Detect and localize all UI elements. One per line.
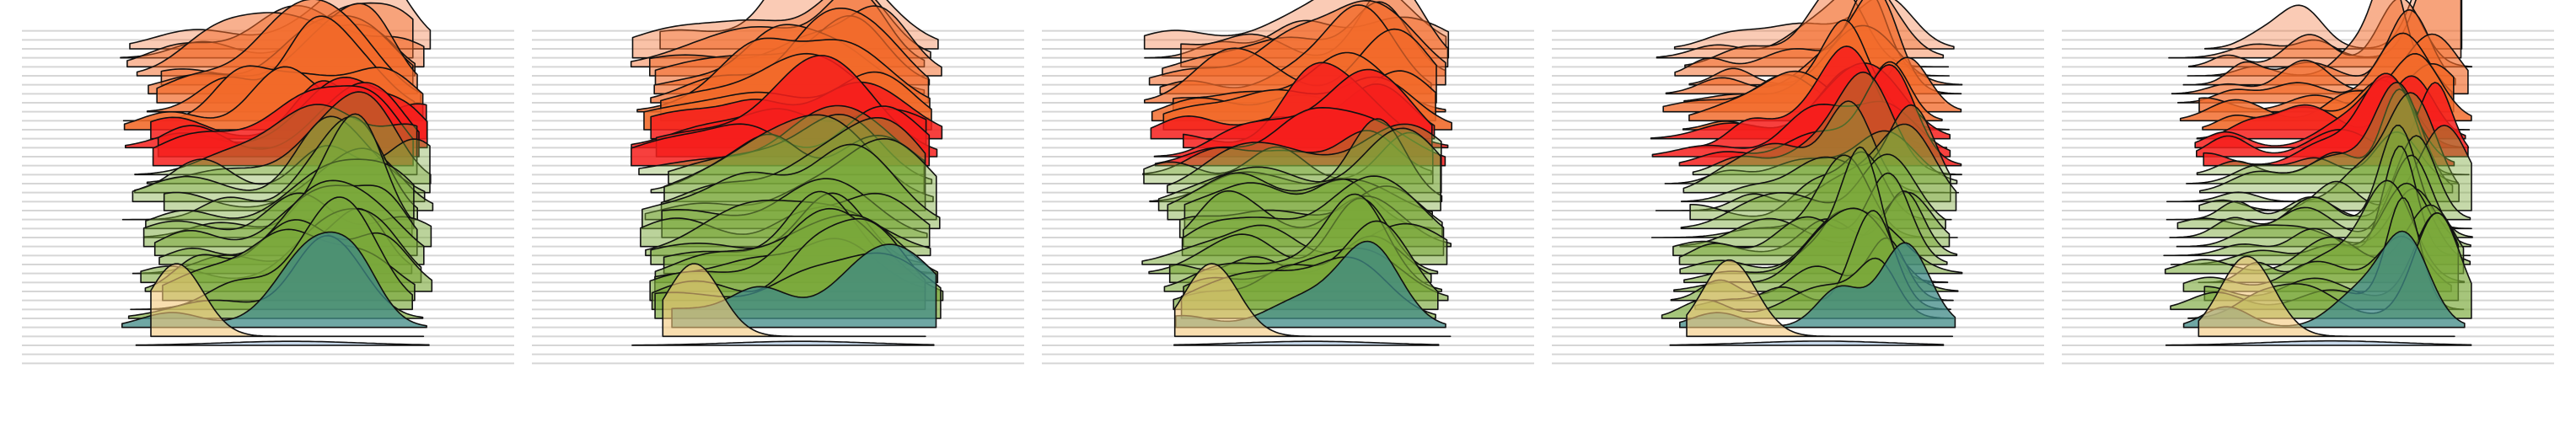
ridge-green <box>660 117 926 211</box>
ridgeline-panels <box>22 0 2554 365</box>
ridge-sand <box>1173 263 1452 338</box>
ridge-red <box>152 85 414 167</box>
panel-4 <box>1552 0 2044 365</box>
ridge-sand <box>1686 259 1954 338</box>
ridge-sand <box>662 263 926 338</box>
ridge-green <box>131 115 426 203</box>
panel-1 <box>22 0 514 365</box>
ridge-sand <box>2198 255 2455 338</box>
ridge-green <box>1682 100 1960 194</box>
ridge-blue <box>135 340 430 346</box>
ridge-green <box>1143 131 1434 184</box>
ridge-sand <box>150 263 425 338</box>
ridge-red <box>1678 64 1962 167</box>
ridge-blue <box>631 340 935 346</box>
ridge-green <box>668 114 933 184</box>
panel-3 <box>1042 0 1534 365</box>
ridge-blue <box>1173 340 1440 346</box>
panel-5 <box>2062 0 2554 365</box>
ridge-green <box>1692 71 1962 176</box>
ridge-blue <box>1669 340 1945 346</box>
panel-2 <box>532 0 1024 365</box>
ridge-green <box>650 133 926 194</box>
ridge-blue <box>2165 339 2472 346</box>
ridge-green <box>638 104 926 176</box>
